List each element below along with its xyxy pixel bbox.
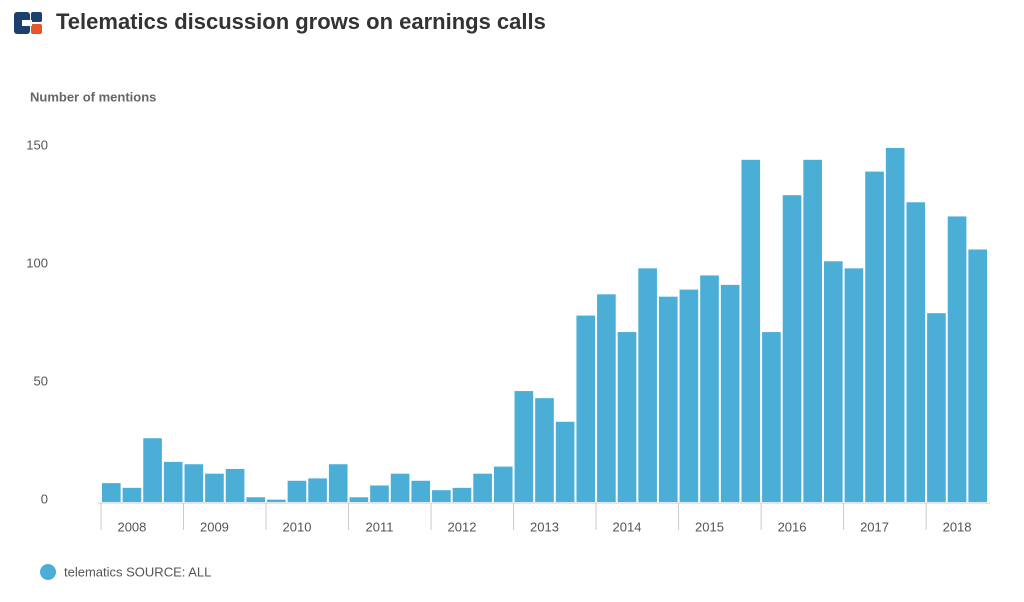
bar	[762, 332, 781, 502]
bar	[741, 159, 761, 503]
bar	[865, 171, 884, 502]
bar	[514, 391, 534, 502]
legend-marker	[40, 564, 56, 580]
bar	[679, 289, 699, 502]
bar	[411, 480, 431, 502]
y-tick-label: 150	[26, 137, 48, 152]
bar	[927, 313, 946, 502]
bar	[308, 478, 327, 502]
bar	[617, 332, 637, 502]
bar	[658, 296, 678, 502]
chart-title: Telematics discussion grows on earnings …	[56, 9, 546, 34]
bar	[844, 268, 864, 502]
y-tick-label: 100	[26, 255, 48, 270]
bar	[432, 490, 451, 502]
bar	[122, 487, 142, 502]
bar	[143, 438, 162, 502]
bar	[267, 499, 286, 502]
bar	[720, 284, 740, 502]
bar	[823, 261, 843, 502]
x-tick-label: 2011	[365, 519, 393, 534]
x-tick-label: 2009	[200, 519, 229, 534]
bar	[555, 421, 575, 502]
y-tick-label: 0	[41, 491, 48, 506]
bar	[803, 159, 822, 503]
y-tick-label: 50	[34, 373, 48, 388]
bar	[370, 485, 389, 502]
bar	[535, 398, 554, 502]
legend-label: telematics SOURCE: ALL	[64, 564, 211, 579]
bar	[246, 497, 266, 502]
x-tick-label: 2017	[860, 519, 889, 534]
bar	[885, 148, 905, 502]
y-axis-label: Number of mentions	[30, 89, 156, 104]
x-tick-label: 2010	[283, 519, 312, 534]
bar	[493, 466, 513, 502]
bar	[184, 464, 204, 502]
bar	[700, 275, 719, 502]
bar	[906, 202, 926, 502]
bar	[163, 461, 183, 502]
bar	[287, 480, 307, 502]
bar	[576, 315, 596, 502]
x-tick-label: 2016	[778, 519, 807, 534]
logo	[14, 12, 42, 34]
x-tick-label: 2013	[530, 519, 559, 534]
bar	[473, 473, 492, 502]
bar	[390, 473, 410, 502]
bar	[782, 195, 802, 502]
bar	[102, 483, 121, 502]
bar	[349, 497, 369, 502]
bar	[638, 268, 657, 502]
x-tick-label: 2015	[695, 519, 724, 534]
x-tick-label: 2012	[448, 519, 477, 534]
bar	[328, 464, 348, 502]
x-tick-label: 2018	[943, 519, 972, 534]
bar	[968, 249, 987, 502]
bar	[947, 216, 967, 502]
x-tick-label: 2008	[117, 519, 146, 534]
bar	[452, 487, 472, 502]
bar	[205, 473, 224, 502]
x-tick-label: 2014	[613, 519, 642, 534]
bar	[597, 294, 616, 502]
bar	[225, 468, 245, 502]
